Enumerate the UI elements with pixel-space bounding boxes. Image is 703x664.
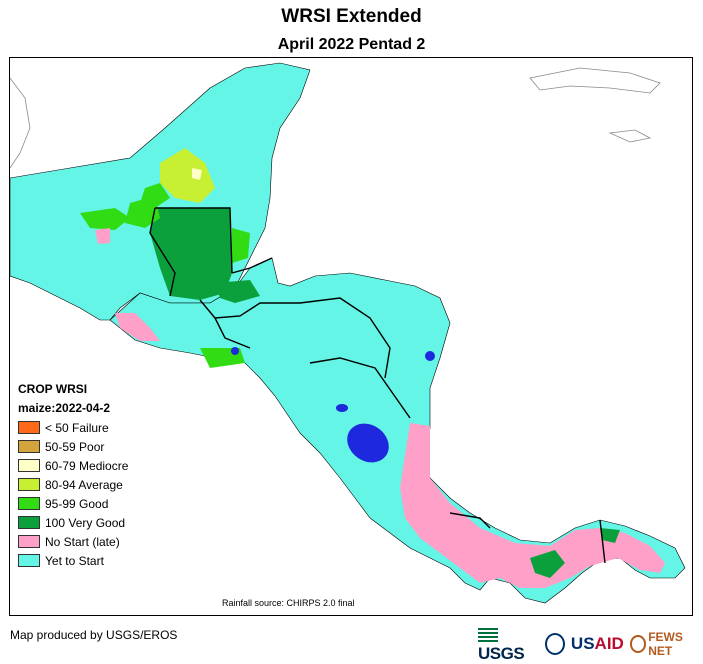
- legend-swatch: [18, 554, 40, 567]
- water-coastal-2: [231, 347, 239, 355]
- usaid-label-us: US: [570, 634, 595, 653]
- zone-mediocre-yucatan: [192, 168, 202, 180]
- legend-heading: CROP WRSI: [18, 382, 88, 396]
- legend-item: 95-99 Good: [18, 494, 128, 513]
- usgs-wave-icon: [478, 627, 498, 642]
- map-title: WRSI Extended: [281, 6, 422, 27]
- land-cuba: [529, 67, 661, 94]
- zone-good-honduras: [215, 280, 260, 303]
- legend-label: 80-94 Average: [45, 477, 123, 492]
- legend-crop-date: maize:2022-04-2: [18, 401, 111, 415]
- lake-nicaragua: [347, 423, 389, 463]
- legend-item: 80-94 Average: [18, 475, 128, 494]
- fews-logo: FEWS NET: [629, 630, 703, 658]
- land-central-america: [109, 257, 686, 604]
- fews-globe-icon: [629, 635, 647, 653]
- legend-label: 95-99 Good: [45, 496, 109, 511]
- coast-gulf: [10, 77, 31, 169]
- legend-label: 50-59 Poor: [45, 439, 105, 454]
- usaid-label-aid: AID: [594, 634, 624, 653]
- usaid-seal-icon: [544, 633, 565, 655]
- legend-label: No Start (late): [45, 534, 120, 549]
- legend-item: Yet to Start: [18, 551, 128, 570]
- fews-label: FEWS NET: [648, 630, 683, 658]
- legend-label: < 50 Failure: [45, 420, 109, 435]
- legend-swatch: [18, 459, 40, 472]
- central-america-map: [10, 62, 686, 604]
- legend-item: 60-79 Mediocre: [18, 456, 128, 475]
- zone-good-panama: [530, 528, 620, 578]
- legend-swatch: [18, 478, 40, 491]
- usgs-logo: USGS: [478, 624, 539, 664]
- legend: CROP WRSI maize:2022-04-2 < 50 Failure 50…: [18, 380, 128, 570]
- legend-swatch: [18, 516, 40, 529]
- zone-nostart-nicaragua: [400, 423, 665, 588]
- usaid-logo: USAID: [571, 634, 624, 654]
- legend-label: 100 Very Good: [45, 515, 126, 530]
- legend-label: Yet to Start: [45, 553, 104, 568]
- zone-nostart-tabasco: [95, 228, 110, 244]
- country-borders: [149, 207, 606, 564]
- zone-good-guatemala: [125, 196, 250, 263]
- usgs-label: USGS: [478, 644, 525, 663]
- zone-good-tabasco: [80, 208, 130, 230]
- rainfall-source: Rainfall source: CHIRPS 2.0 final: [222, 598, 355, 608]
- legend-swatch: [18, 440, 40, 453]
- legend-item: 50-59 Poor: [18, 437, 128, 456]
- zone-good-yucatan: [140, 183, 170, 208]
- map-credit: Map produced by USGS/EROS: [10, 628, 178, 642]
- logo-bar: USGS USAID FEWS NET: [478, 624, 703, 664]
- legend-item: 100 Very Good: [18, 513, 128, 532]
- zone-average-yucatan: [160, 148, 215, 203]
- water-coastal-1: [425, 351, 435, 361]
- legend-swatch: [18, 535, 40, 548]
- legend-item: < 50 Failure: [18, 418, 128, 437]
- zone-very-good-guatemala: [150, 208, 232, 300]
- legend-label: 60-79 Mediocre: [45, 458, 129, 473]
- legend-item: No Start (late): [18, 532, 128, 551]
- zone-nostart-chiapas: [115, 313, 160, 341]
- map-frame: [9, 57, 693, 616]
- legend-swatch: [18, 497, 40, 510]
- lake-managua: [336, 404, 348, 412]
- map-subtitle: April 2022 Pentad 2: [277, 36, 426, 53]
- land-jamaica: [608, 129, 652, 143]
- legend-swatch: [18, 421, 40, 434]
